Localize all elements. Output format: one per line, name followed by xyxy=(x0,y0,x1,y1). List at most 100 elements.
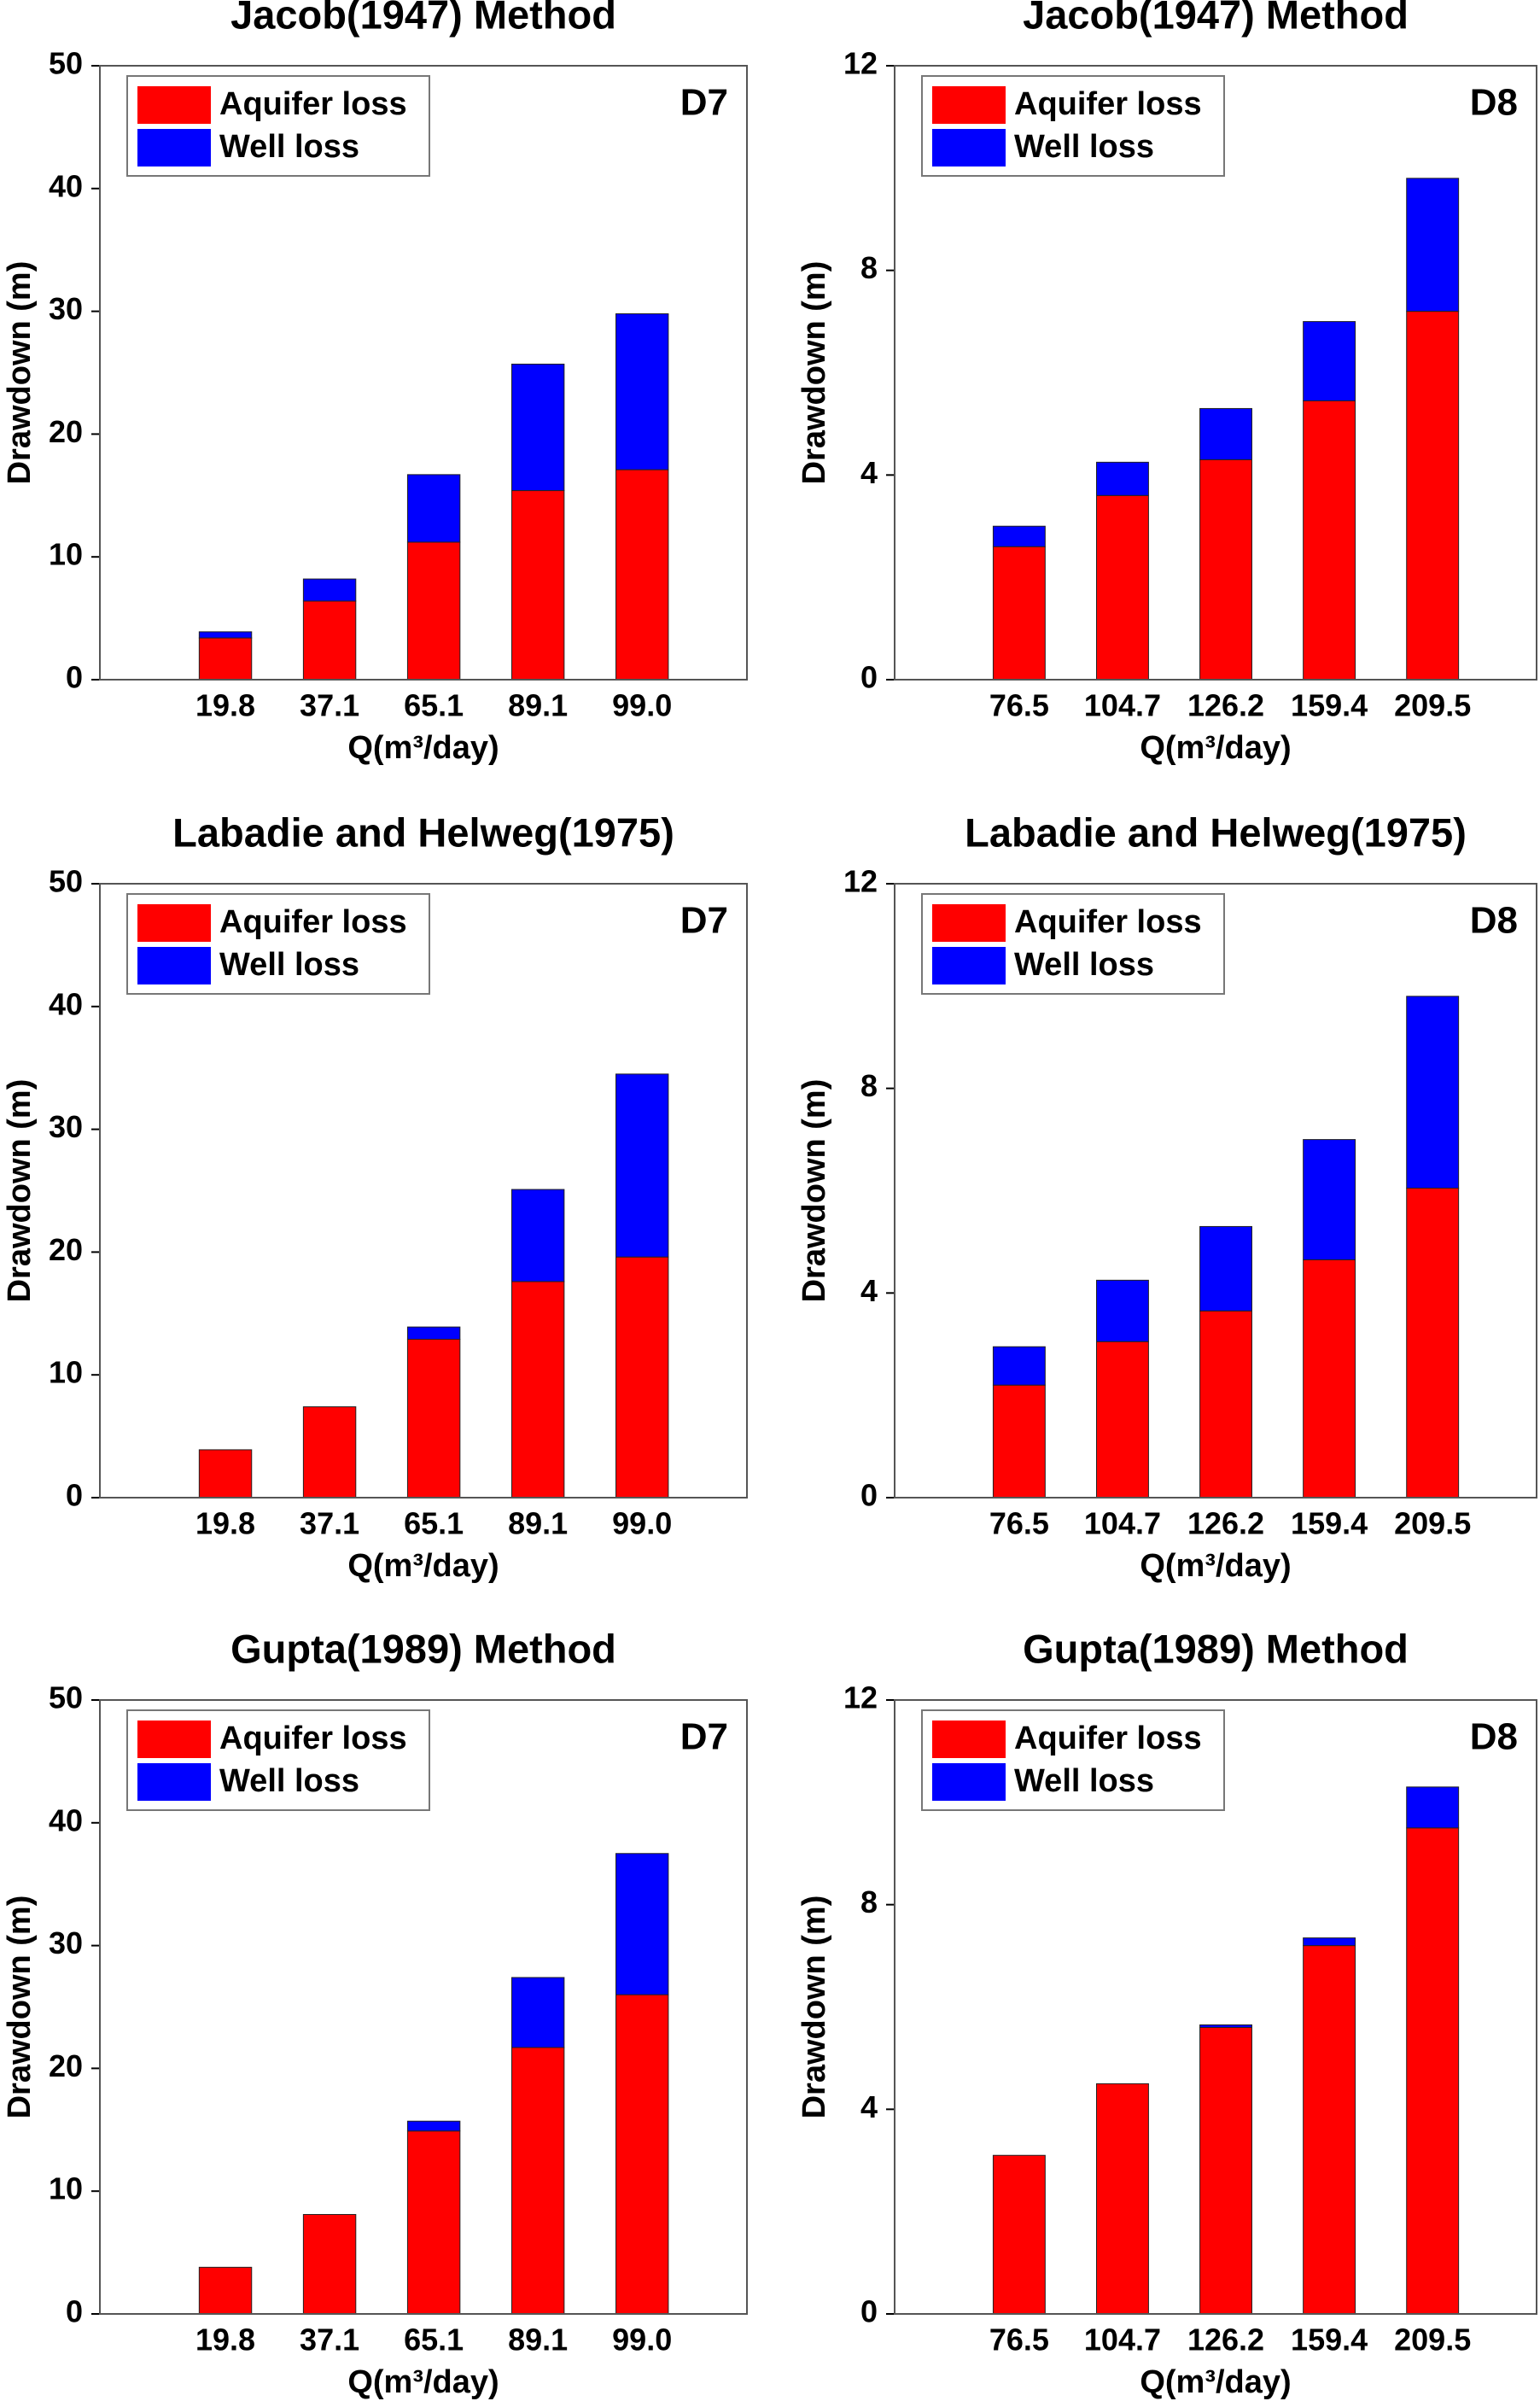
x-tick-label: 209.5 xyxy=(1394,2322,1471,2357)
bar-segment xyxy=(1303,400,1356,681)
legend-swatch xyxy=(137,1763,211,1801)
x-axis-label: Q(m³/day) xyxy=(347,1548,499,1584)
y-tick-label: 50 xyxy=(49,46,83,81)
legend-swatch xyxy=(137,947,211,984)
bar-segment xyxy=(615,313,669,470)
x-tick-label: 126.2 xyxy=(1187,1506,1264,1541)
legend-label: Aquifer loss xyxy=(1014,1721,1202,1756)
x-tick-label: 89.1 xyxy=(508,1506,568,1541)
bar-segment xyxy=(1303,1937,1356,1947)
y-tick-label: 40 xyxy=(49,986,83,1021)
x-tick-label: 126.2 xyxy=(1187,2322,1264,2357)
bar-segment xyxy=(1406,1827,1460,2315)
y-tick-label: 0 xyxy=(66,2294,83,2329)
bar-segment xyxy=(198,637,253,681)
x-axis-label: Q(m³/day) xyxy=(347,2364,499,2400)
chart-title: Jacob(1947) Method xyxy=(1023,0,1409,37)
x-tick-label: 159.4 xyxy=(1291,688,1368,723)
legend-label: Well loss xyxy=(219,947,359,983)
bar-segment xyxy=(992,546,1046,681)
x-tick-label: 76.5 xyxy=(989,1506,1049,1541)
bar-segment xyxy=(992,525,1046,547)
chart-title: Gupta(1989) Method xyxy=(1023,1626,1409,1671)
y-tick-label: 20 xyxy=(49,2048,83,2083)
x-tick-label: 76.5 xyxy=(989,2322,1049,2357)
bar-segment xyxy=(406,2120,461,2132)
bar-segment xyxy=(198,1449,253,1499)
legend-swatch xyxy=(137,86,211,124)
y-tick-label: 4 xyxy=(860,455,878,490)
x-tick-label: 209.5 xyxy=(1394,1506,1471,1541)
legend-label: Well loss xyxy=(219,129,359,165)
x-tick-label: 19.8 xyxy=(195,2322,255,2357)
legend-swatch xyxy=(137,1721,211,1758)
x-tick-label: 99.0 xyxy=(612,1506,672,1541)
y-tick-label: 10 xyxy=(49,1355,83,1390)
bar-segment xyxy=(992,1346,1046,1386)
y-tick-label: 20 xyxy=(49,1232,83,1267)
bar-segment xyxy=(406,1338,461,1499)
legend-swatch xyxy=(932,904,1006,942)
bar-segment xyxy=(1096,494,1149,681)
bar-segment xyxy=(1406,1188,1460,1499)
legend-swatch xyxy=(932,86,1006,124)
plot-frame xyxy=(894,1699,1537,2315)
legend-swatch xyxy=(932,947,1006,984)
y-tick-label: 0 xyxy=(860,2294,878,2329)
y-tick-label: 40 xyxy=(49,1802,83,1837)
legend-label: Well loss xyxy=(1014,947,1154,983)
bar-segment xyxy=(302,1406,357,1499)
plot-frame xyxy=(99,883,748,1499)
y-tick-label: 12 xyxy=(843,1680,878,1715)
y-axis-label: Drawdown (m) xyxy=(796,1896,832,2119)
bar-segment xyxy=(510,2047,565,2315)
bar-segment xyxy=(1303,1259,1356,1499)
y-tick-label: 40 xyxy=(49,168,83,203)
x-tick-label: 104.7 xyxy=(1084,1506,1161,1541)
x-axis-label: Q(m³/day) xyxy=(1140,730,1291,766)
x-tick-label: 89.1 xyxy=(508,2322,568,2357)
x-axis-label: Q(m³/day) xyxy=(347,730,499,766)
legend-swatch xyxy=(932,129,1006,167)
bar-segment xyxy=(1199,459,1252,681)
bar-segment xyxy=(615,1073,669,1258)
bar-segment xyxy=(198,2266,253,2315)
bar-segment xyxy=(302,2214,357,2315)
bar-segment xyxy=(1096,461,1149,496)
x-tick-label: 37.1 xyxy=(300,2322,359,2357)
y-tick-label: 0 xyxy=(66,660,83,695)
plot-frame xyxy=(894,65,1537,681)
plot-frame xyxy=(99,1699,748,2315)
bar-segment xyxy=(1406,311,1460,681)
x-tick-label: 99.0 xyxy=(612,2322,672,2357)
x-tick-label: 104.7 xyxy=(1084,2322,1161,2357)
y-tick-label: 30 xyxy=(49,1109,83,1144)
x-tick-label: 159.4 xyxy=(1291,1506,1368,1541)
bar-segment xyxy=(992,2154,1046,2315)
x-tick-label: 65.1 xyxy=(404,688,464,723)
bar-segment xyxy=(1303,1945,1356,2315)
x-tick-label: 19.8 xyxy=(195,688,255,723)
chart-title: Jacob(1947) Method xyxy=(230,0,616,37)
annotation: D7 xyxy=(680,1716,728,1758)
bar-segment xyxy=(1096,1279,1149,1342)
x-tick-label: 89.1 xyxy=(508,688,568,723)
bar-segment xyxy=(510,490,565,681)
bar-segment xyxy=(510,1977,565,2048)
y-tick-label: 10 xyxy=(49,2171,83,2206)
bar-segment xyxy=(406,2130,461,2315)
x-tick-label: 37.1 xyxy=(300,1506,359,1541)
y-tick-label: 0 xyxy=(66,1478,83,1513)
y-tick-label: 20 xyxy=(49,414,83,449)
y-tick-label: 0 xyxy=(860,1478,878,1513)
bar-segment xyxy=(615,1994,669,2315)
y-axis-label: Drawdown (m) xyxy=(2,261,38,485)
legend-swatch xyxy=(137,904,211,942)
bar-segment xyxy=(510,1281,565,1499)
legend-label: Aquifer loss xyxy=(219,904,407,940)
legend-label: Aquifer loss xyxy=(1014,904,1202,940)
x-tick-label: 99.0 xyxy=(612,688,672,723)
legend-label: Aquifer loss xyxy=(1014,86,1202,122)
y-axis-label: Drawdown (m) xyxy=(796,261,832,485)
